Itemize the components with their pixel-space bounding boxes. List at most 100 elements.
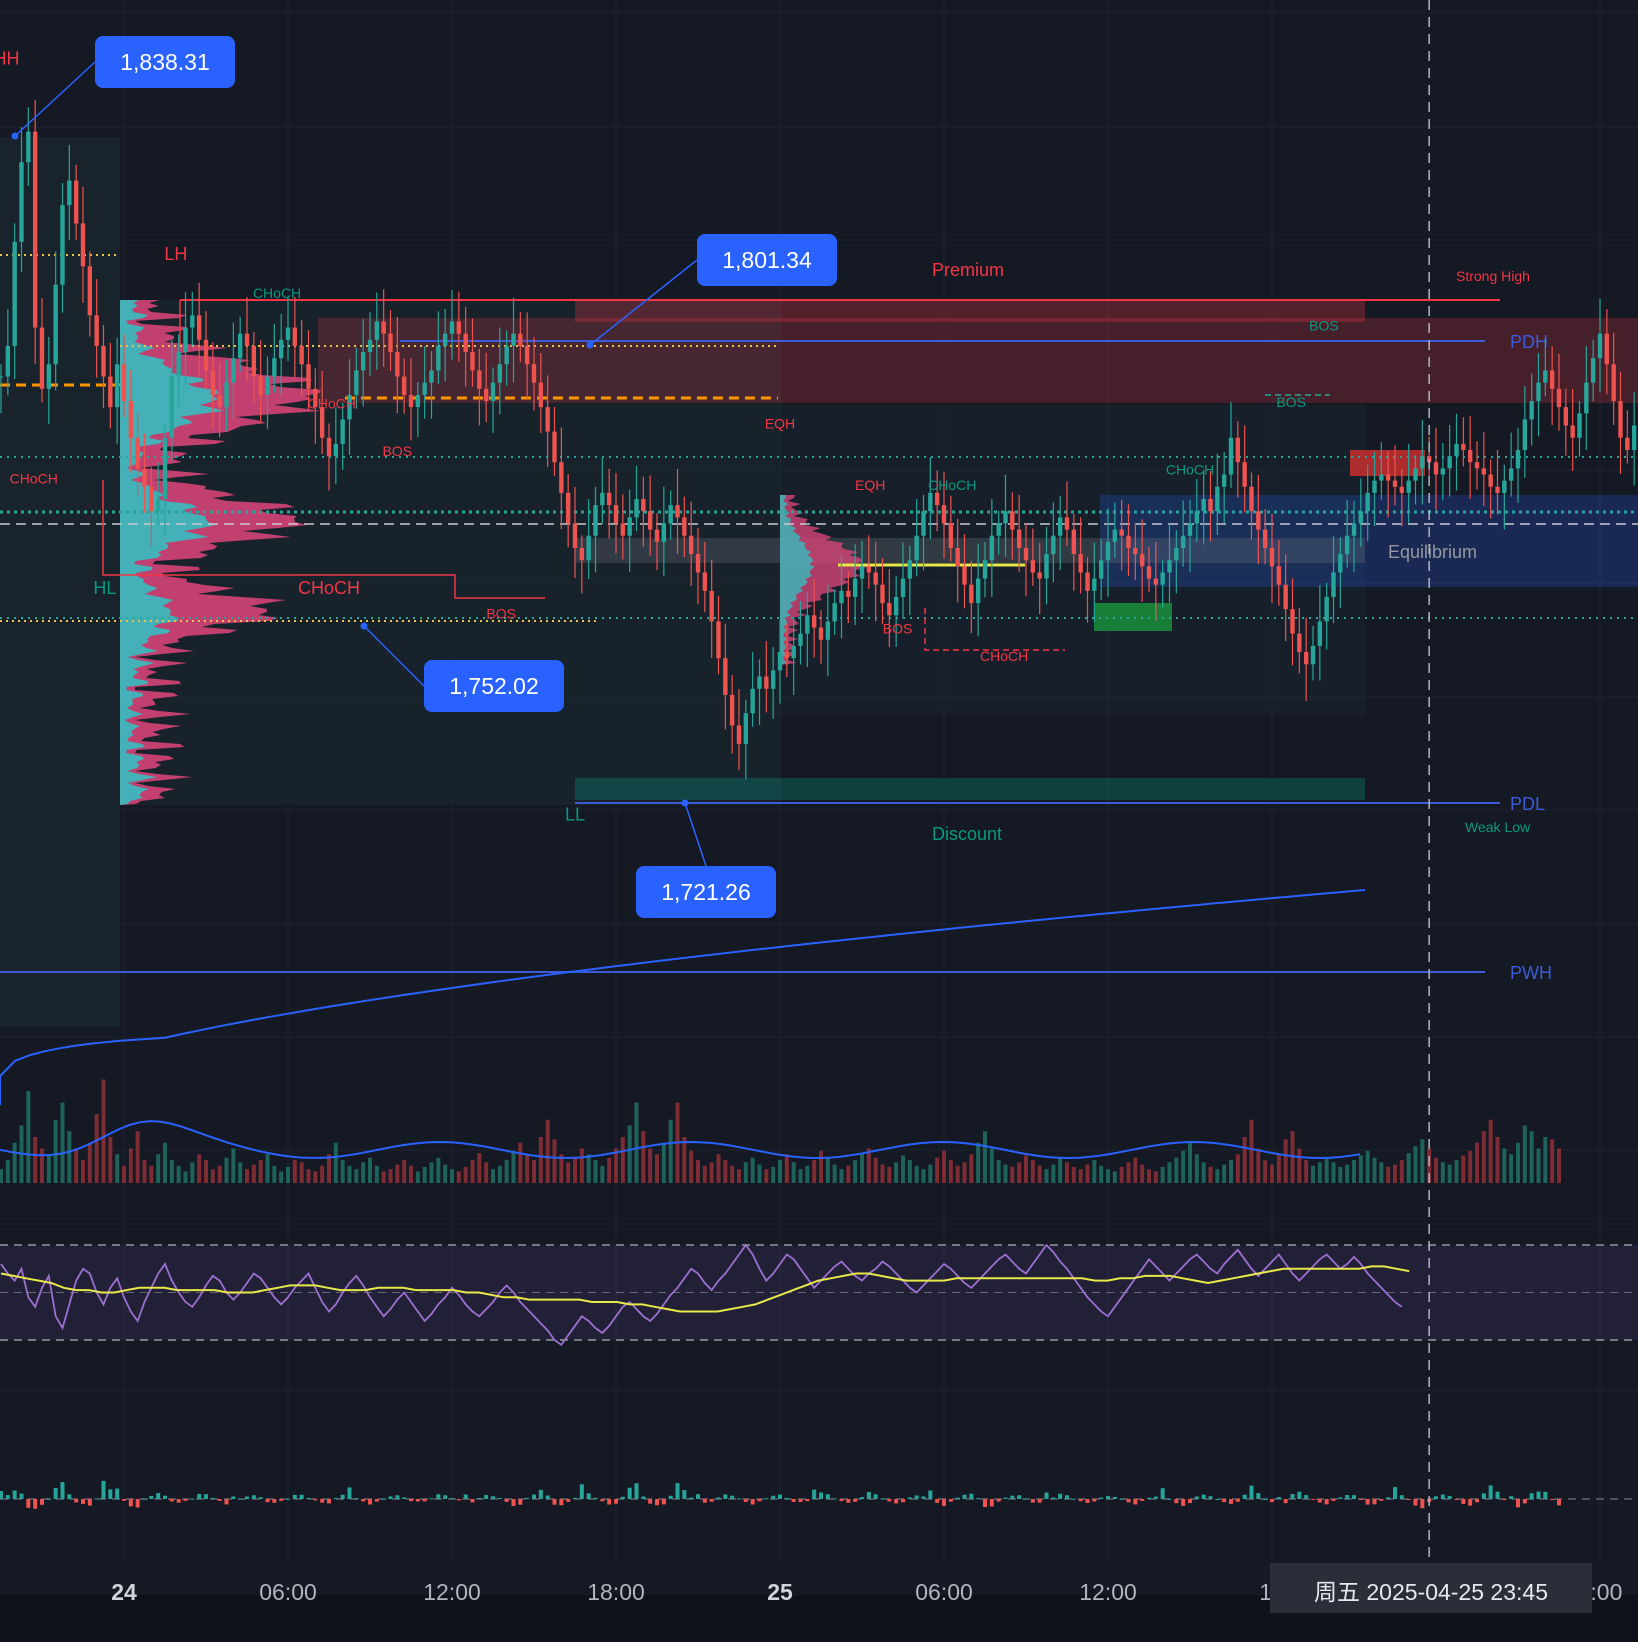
candle-body [928, 492, 933, 512]
candle-body [39, 327, 45, 389]
volume-bar [1160, 1166, 1165, 1183]
candle-body [1420, 456, 1425, 469]
delta-bar [860, 1497, 864, 1499]
candle-body [811, 615, 817, 628]
delta-bar [1256, 1493, 1261, 1499]
volume-bar [286, 1166, 290, 1183]
volume-profile2-sell [780, 495, 867, 665]
delta-bar [1365, 1499, 1370, 1505]
volume-bar [511, 1150, 516, 1183]
structure-label: LH [164, 244, 187, 264]
candle-body [196, 315, 202, 340]
delta-bar [5, 1495, 10, 1499]
volume-bar [1242, 1137, 1247, 1183]
candle-body [1208, 498, 1213, 512]
delta-bar [525, 1497, 530, 1499]
structure-label: CHoCH [298, 578, 360, 598]
volume-bar [853, 1160, 858, 1183]
candle-body [60, 205, 65, 285]
candle-body [176, 352, 181, 377]
candle-body [162, 437, 168, 499]
delta-bar [1475, 1499, 1479, 1503]
volume-bar [122, 1165, 126, 1183]
delta-bar [1550, 1499, 1555, 1500]
candle-body [1290, 609, 1295, 634]
callout-box [424, 660, 564, 712]
strong-high-label: Strong High [1456, 268, 1530, 284]
volume-bar [566, 1162, 571, 1183]
volume-bar [1188, 1142, 1192, 1183]
delta-bar [128, 1499, 133, 1507]
volume-bar [1003, 1164, 1008, 1183]
candle-body [559, 462, 564, 493]
candle-body [941, 505, 947, 524]
candle-body [347, 394, 352, 420]
candle-body [19, 162, 24, 242]
discount-zone [575, 778, 1365, 800]
delta-bar [340, 1494, 345, 1499]
delta-bar [1201, 1494, 1206, 1499]
candle-body [1262, 529, 1268, 548]
delta-bar [709, 1499, 714, 1502]
volume-bar [518, 1142, 523, 1183]
delta-bar [258, 1497, 263, 1499]
candle-body [518, 333, 523, 346]
delta-bar [12, 1490, 17, 1499]
candle-body [1092, 578, 1097, 591]
delta-bar [415, 1499, 420, 1502]
candle-body [579, 547, 585, 561]
delta-bar [1386, 1497, 1391, 1499]
volume-bar [504, 1160, 509, 1183]
delta-bar [1481, 1493, 1486, 1499]
delta-bar [33, 1499, 38, 1509]
candle-body [354, 370, 359, 395]
delta-bar [1242, 1494, 1247, 1499]
volume-bar [532, 1160, 536, 1183]
candle-body [1440, 468, 1446, 475]
candle-body [80, 223, 86, 267]
delta-bar [422, 1499, 427, 1502]
volume-bar [1311, 1165, 1315, 1183]
delta-bar [1044, 1492, 1049, 1499]
delta-bar [1126, 1499, 1131, 1503]
volume-bar [819, 1150, 823, 1183]
volume-bar [825, 1157, 830, 1183]
volume-bar [1256, 1148, 1261, 1183]
delta-bar [122, 1499, 126, 1501]
delta-bar [142, 1498, 147, 1500]
delta-bar [819, 1492, 823, 1499]
candle-body [183, 327, 188, 353]
candle-body [244, 333, 250, 346]
delta-bar [491, 1496, 495, 1499]
delta-bar [217, 1499, 222, 1501]
candle-body [1399, 486, 1405, 493]
delta-bar [1078, 1499, 1083, 1502]
delta-bar [545, 1495, 550, 1499]
candle-body [1495, 486, 1500, 493]
candle-body [921, 511, 926, 536]
delta-bar [1399, 1495, 1404, 1499]
candle-body [989, 535, 995, 561]
delta-bar [1488, 1485, 1493, 1499]
delta-bar [853, 1499, 858, 1502]
volume-bar [778, 1160, 782, 1183]
delta-bar [812, 1489, 817, 1499]
volume-bar [1352, 1160, 1356, 1183]
delta-bar [1024, 1498, 1028, 1500]
callout-anchor [681, 799, 689, 807]
delta-bar [873, 1494, 878, 1499]
volume-bar [477, 1153, 482, 1183]
bullish-fvg [1094, 603, 1172, 631]
candle-body [504, 345, 509, 365]
candle-body [477, 370, 482, 389]
delta-bar [1222, 1499, 1227, 1503]
delta-bar [1352, 1495, 1356, 1499]
delta-bar [839, 1499, 844, 1502]
volume-bar [921, 1169, 926, 1183]
candle-body [333, 443, 339, 457]
volume-bar [1017, 1162, 1022, 1183]
delta-bar [388, 1496, 393, 1499]
volume-bar [962, 1162, 967, 1183]
volume-bar [1229, 1160, 1233, 1183]
